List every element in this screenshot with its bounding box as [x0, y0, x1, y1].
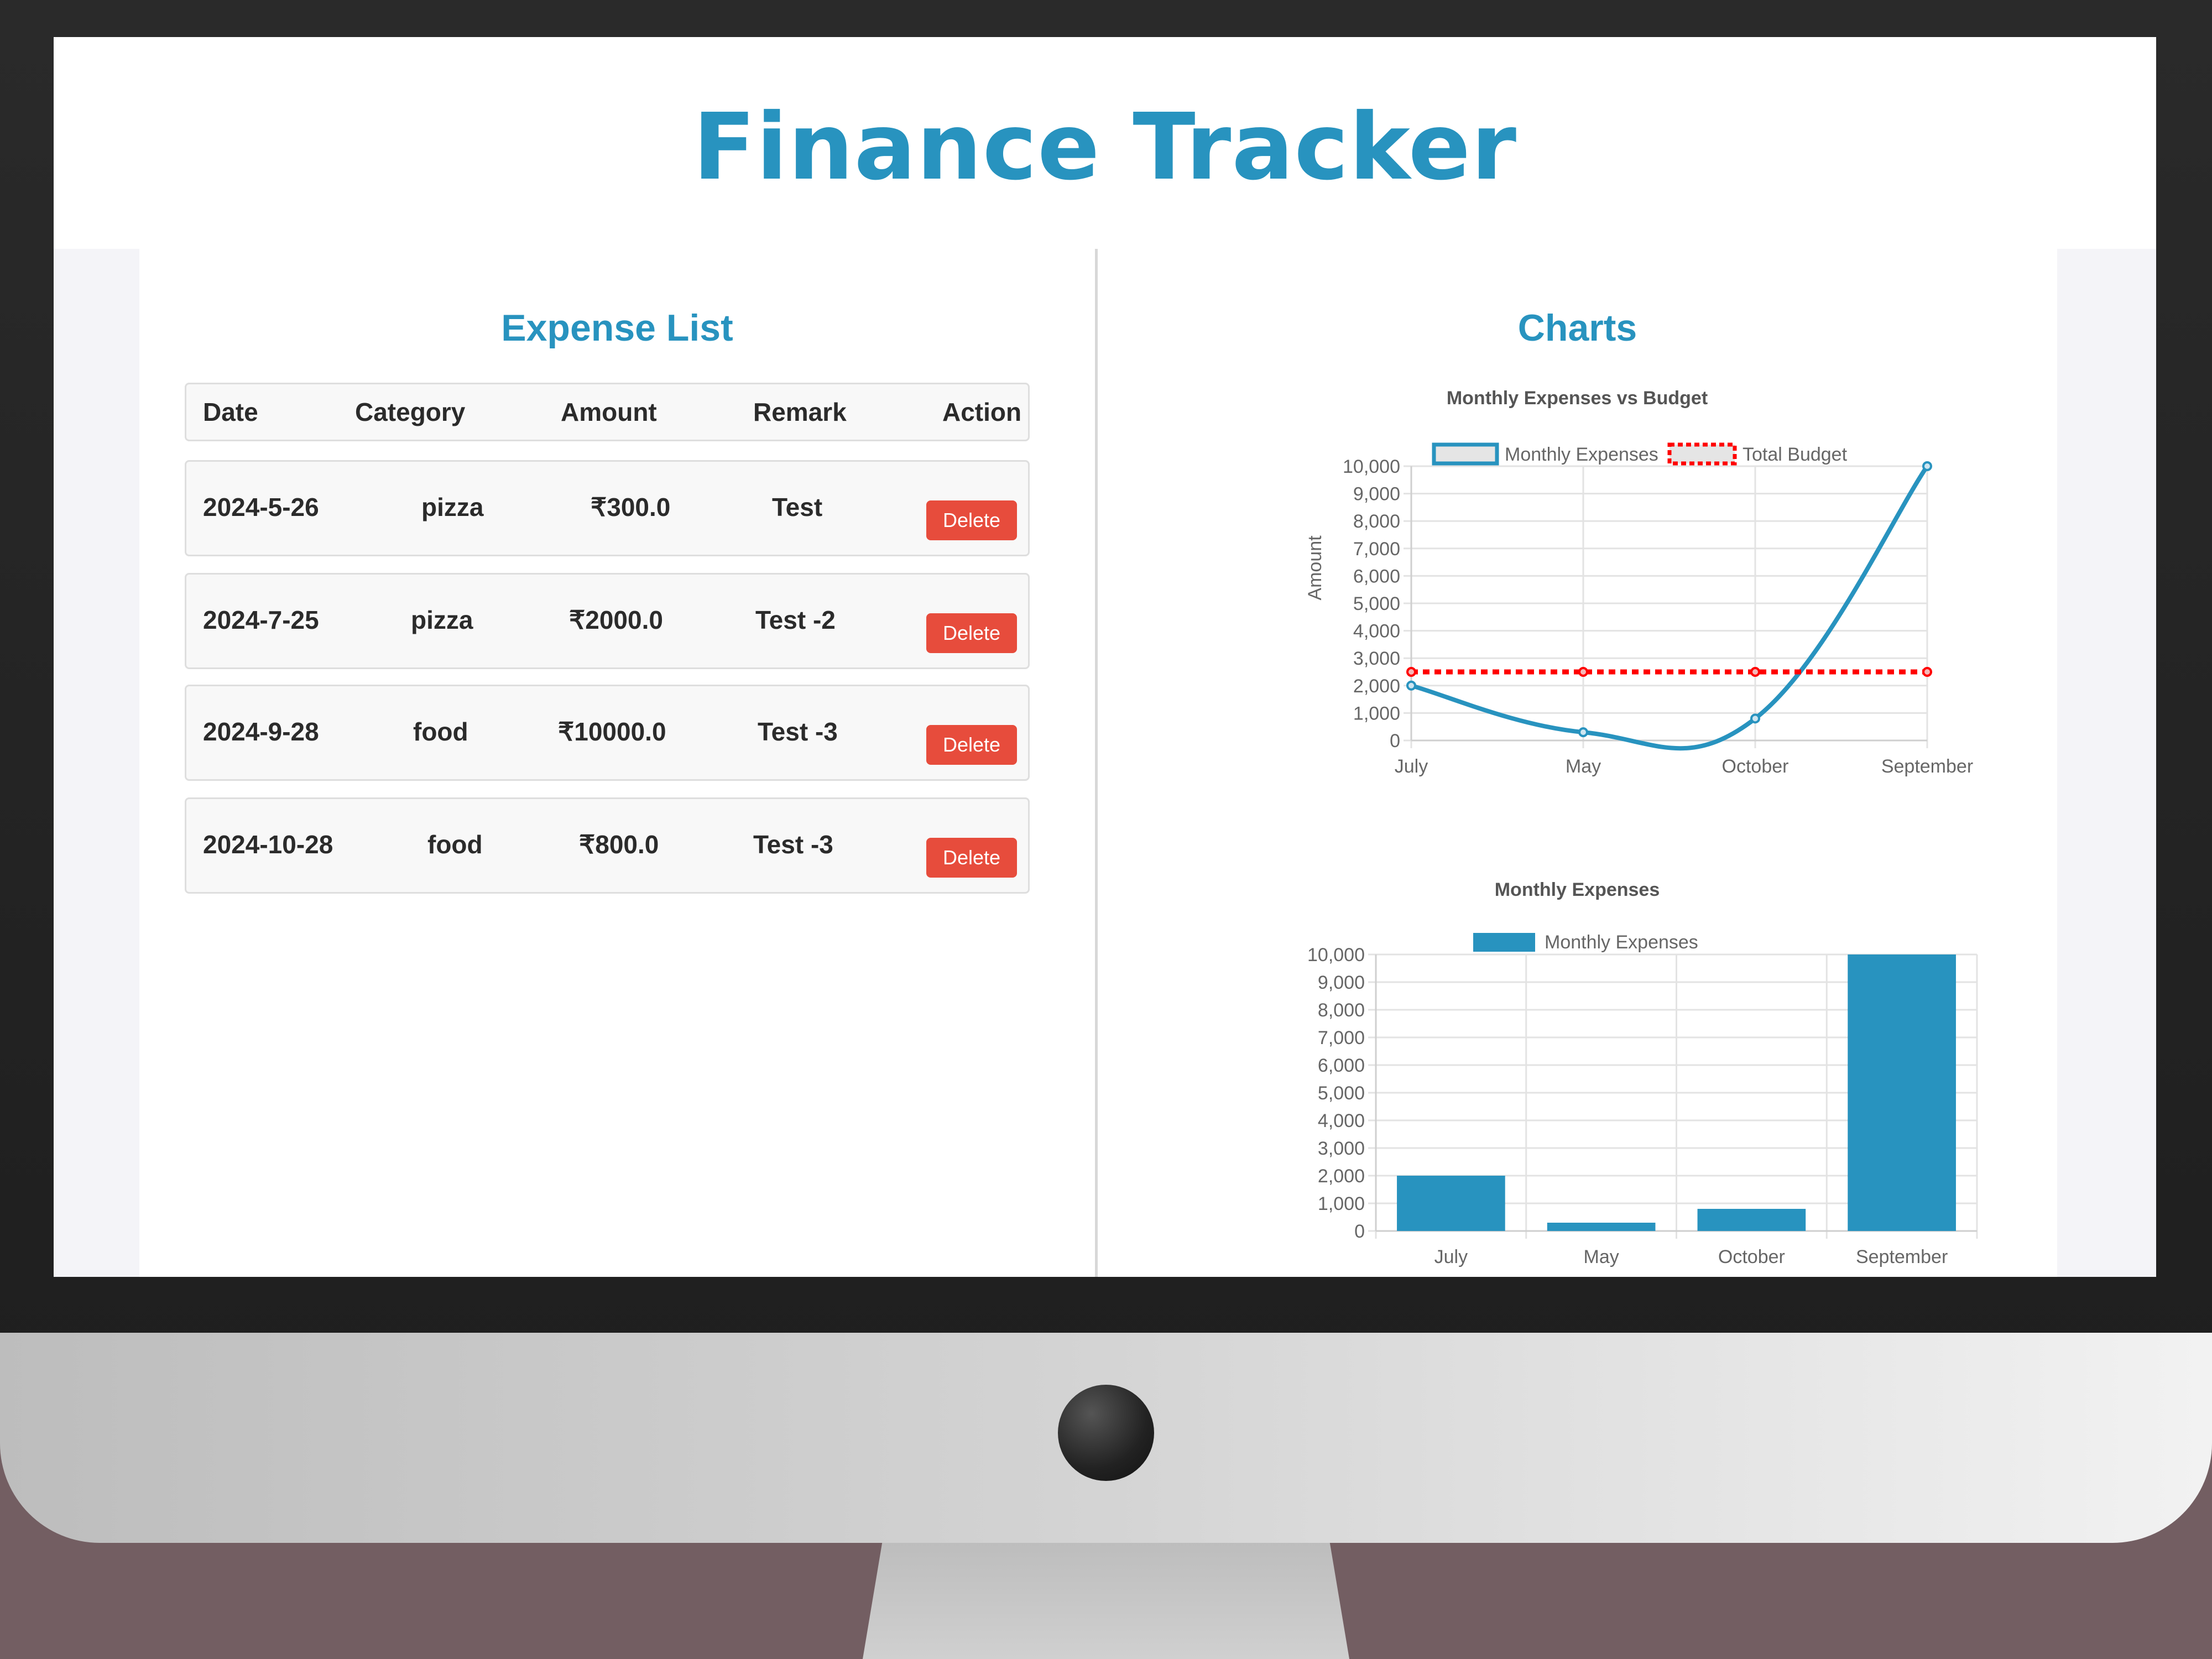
legend-label: Total Budget [1743, 444, 1848, 465]
row-category: food [413, 717, 468, 746]
row-remark: Test -3 [758, 717, 838, 746]
bar [1397, 1176, 1505, 1231]
y-tick-label: 3,000 [1353, 648, 1400, 669]
legend-label: Monthly Expenses [1505, 444, 1658, 465]
legend-swatch [1667, 442, 1737, 466]
expense-list-panel: Expense List Date Category Amount Remark… [139, 249, 1098, 1277]
chart-title: Monthly Expenses [1495, 879, 1660, 900]
table-row: 2024-5-26 pizza ₹300.0 Test Delete [185, 460, 1030, 556]
bar [1848, 954, 1956, 1231]
y-tick-label: 1,000 [1353, 703, 1400, 724]
column-header-date: Date [203, 398, 258, 426]
y-tick-label: 9,000 [1318, 972, 1365, 993]
table-row: 2024-9-28 food ₹10000.0 Test -3 Delete [185, 685, 1030, 781]
bar-chart: Monthly Expenses Monthly Expenses 0 1,000 2,… [1307, 879, 1978, 1267]
y-tick-label: 0 [1354, 1221, 1365, 1242]
data-point [1406, 680, 1416, 691]
y-axis-title: Amount [1305, 535, 1326, 601]
charts-title: Charts [1517, 307, 1637, 349]
column-header-remark: Remark [753, 398, 847, 426]
table-row: 2024-7-25 pizza ₹2000.0 Test -2 Delete [185, 573, 1030, 669]
data-point [1922, 667, 1932, 677]
y-tick-label: 10,000 [1343, 456, 1400, 477]
delete-button[interactable]: Delete [926, 838, 1017, 878]
y-tick-label: 4,000 [1318, 1110, 1365, 1131]
app-title: Finance Tracker [692, 94, 1517, 201]
bar [1697, 1209, 1806, 1231]
y-tick-label: 8,000 [1353, 511, 1400, 532]
data-point [1922, 461, 1932, 471]
data-point [1578, 667, 1588, 677]
y-tick-label: 0 [1390, 731, 1400, 752]
line-chart: Monthly Expenses vs Budget Monthly Expens… [1305, 388, 1973, 777]
y-tick-label: 1,000 [1318, 1193, 1365, 1214]
bar [1547, 1223, 1656, 1231]
row-category: pizza [411, 606, 473, 634]
expense-list-title: Expense List [501, 307, 733, 349]
charts-panel: Charts Monthly Expenses vs Budget Monthly… [1098, 249, 2057, 1277]
column-header-category: Category [355, 398, 466, 426]
data-point [1578, 727, 1588, 738]
x-tick-label: September [1881, 756, 1973, 777]
table-header: Date Category Amount Remark Action [185, 383, 1030, 441]
x-tick-label: October [1722, 756, 1789, 777]
data-point [1750, 667, 1760, 677]
row-remark: Test [772, 493, 823, 521]
column-header-amount: Amount [561, 398, 657, 426]
y-tick-label: 6,000 [1353, 566, 1400, 587]
y-tick-label: 6,000 [1318, 1055, 1365, 1076]
x-tick-label: May [1584, 1246, 1619, 1267]
delete-button[interactable]: Delete [926, 725, 1017, 765]
legend-label: Monthly Expenses [1545, 932, 1698, 953]
x-tick-label: July [1434, 1246, 1468, 1267]
power-button-icon [1058, 1385, 1154, 1481]
chart-title: Monthly Expenses vs Budget [1447, 388, 1708, 409]
app-screen: Finance Tracker Expense List Date Catego… [54, 37, 2156, 1277]
header: Finance Tracker [54, 37, 2156, 249]
row-amount: ₹300.0 [591, 493, 671, 521]
data-point [1750, 713, 1760, 724]
x-tick-label: October [1718, 1246, 1785, 1267]
y-tick-label: 9,000 [1353, 484, 1400, 505]
row-amount: ₹10000.0 [558, 717, 666, 746]
row-date: 2024-7-25 [203, 606, 319, 634]
delete-button[interactable]: Delete [926, 613, 1017, 653]
y-tick-label: 7,000 [1353, 539, 1400, 560]
row-category: pizza [421, 493, 484, 521]
row-date: 2024-9-28 [203, 717, 319, 746]
legend-swatch [1432, 442, 1499, 466]
row-amount: ₹2000.0 [569, 606, 663, 634]
y-tick-label: 3,000 [1318, 1138, 1365, 1159]
column-header-action: Action [942, 398, 1022, 426]
legend-swatch [1473, 933, 1535, 952]
row-remark: Test -2 [755, 606, 836, 634]
row-date: 2024-5-26 [203, 493, 319, 521]
y-tick-label: 4,000 [1353, 621, 1400, 642]
table-row: 2024-10-28 food ₹800.0 Test -3 Delete [185, 797, 1030, 894]
y-tick-label: 8,000 [1318, 1000, 1365, 1021]
x-tick-label: July [1395, 756, 1428, 777]
row-date: 2024-10-28 [203, 830, 333, 859]
y-tick-label: 5,000 [1353, 593, 1400, 614]
x-tick-label: September [1856, 1246, 1948, 1267]
y-tick-label: 2,000 [1318, 1166, 1365, 1187]
row-remark: Test -3 [753, 830, 833, 859]
delete-button[interactable]: Delete [926, 500, 1017, 540]
expense-line [1410, 465, 1929, 751]
row-amount: ₹800.0 [579, 830, 659, 859]
data-point [1406, 667, 1416, 677]
y-tick-label: 2,000 [1353, 676, 1400, 697]
y-tick-label: 10,000 [1307, 945, 1365, 966]
x-tick-label: May [1566, 756, 1601, 777]
y-tick-label: 7,000 [1318, 1027, 1365, 1048]
y-tick-label: 5,000 [1318, 1083, 1365, 1104]
row-category: food [427, 830, 483, 859]
monitor-stand [863, 1543, 1349, 1659]
